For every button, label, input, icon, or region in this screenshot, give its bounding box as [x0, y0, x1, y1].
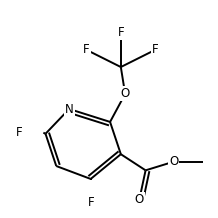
Text: F: F	[83, 43, 90, 56]
Text: F: F	[152, 43, 158, 56]
Text: F: F	[118, 26, 124, 39]
Text: O: O	[121, 87, 130, 100]
Text: O: O	[135, 193, 144, 206]
Text: N: N	[65, 102, 73, 116]
Text: F: F	[87, 196, 94, 209]
Text: O: O	[169, 155, 178, 168]
Text: F: F	[16, 126, 23, 139]
